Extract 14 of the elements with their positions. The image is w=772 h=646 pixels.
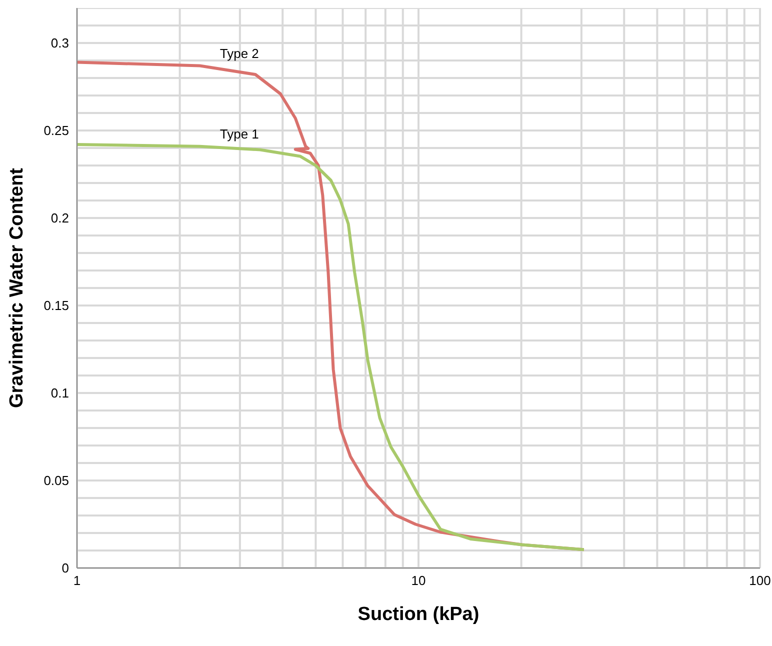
- x-axis-title: Suction (kPa): [358, 604, 480, 625]
- y-tick-label: 0.1: [50, 386, 69, 401]
- series-label: Type 1: [220, 126, 259, 142]
- x-tick-label: 1: [73, 573, 81, 588]
- x-tick-label: 10: [411, 573, 426, 588]
- y-tick-label: 0.25: [44, 123, 69, 138]
- y-axis-title: Gravimetric Water Content: [6, 167, 28, 408]
- x-tick-label: 100: [749, 573, 771, 588]
- y-tick-label: 0: [62, 560, 69, 576]
- series-label: Type 2: [220, 46, 259, 61]
- y-tick-label: 0.05: [44, 473, 69, 488]
- y-tick-label: 0.3: [50, 36, 69, 51]
- y-tick-label: 0.2: [50, 210, 69, 226]
- y-tick-label: 0.15: [44, 298, 69, 314]
